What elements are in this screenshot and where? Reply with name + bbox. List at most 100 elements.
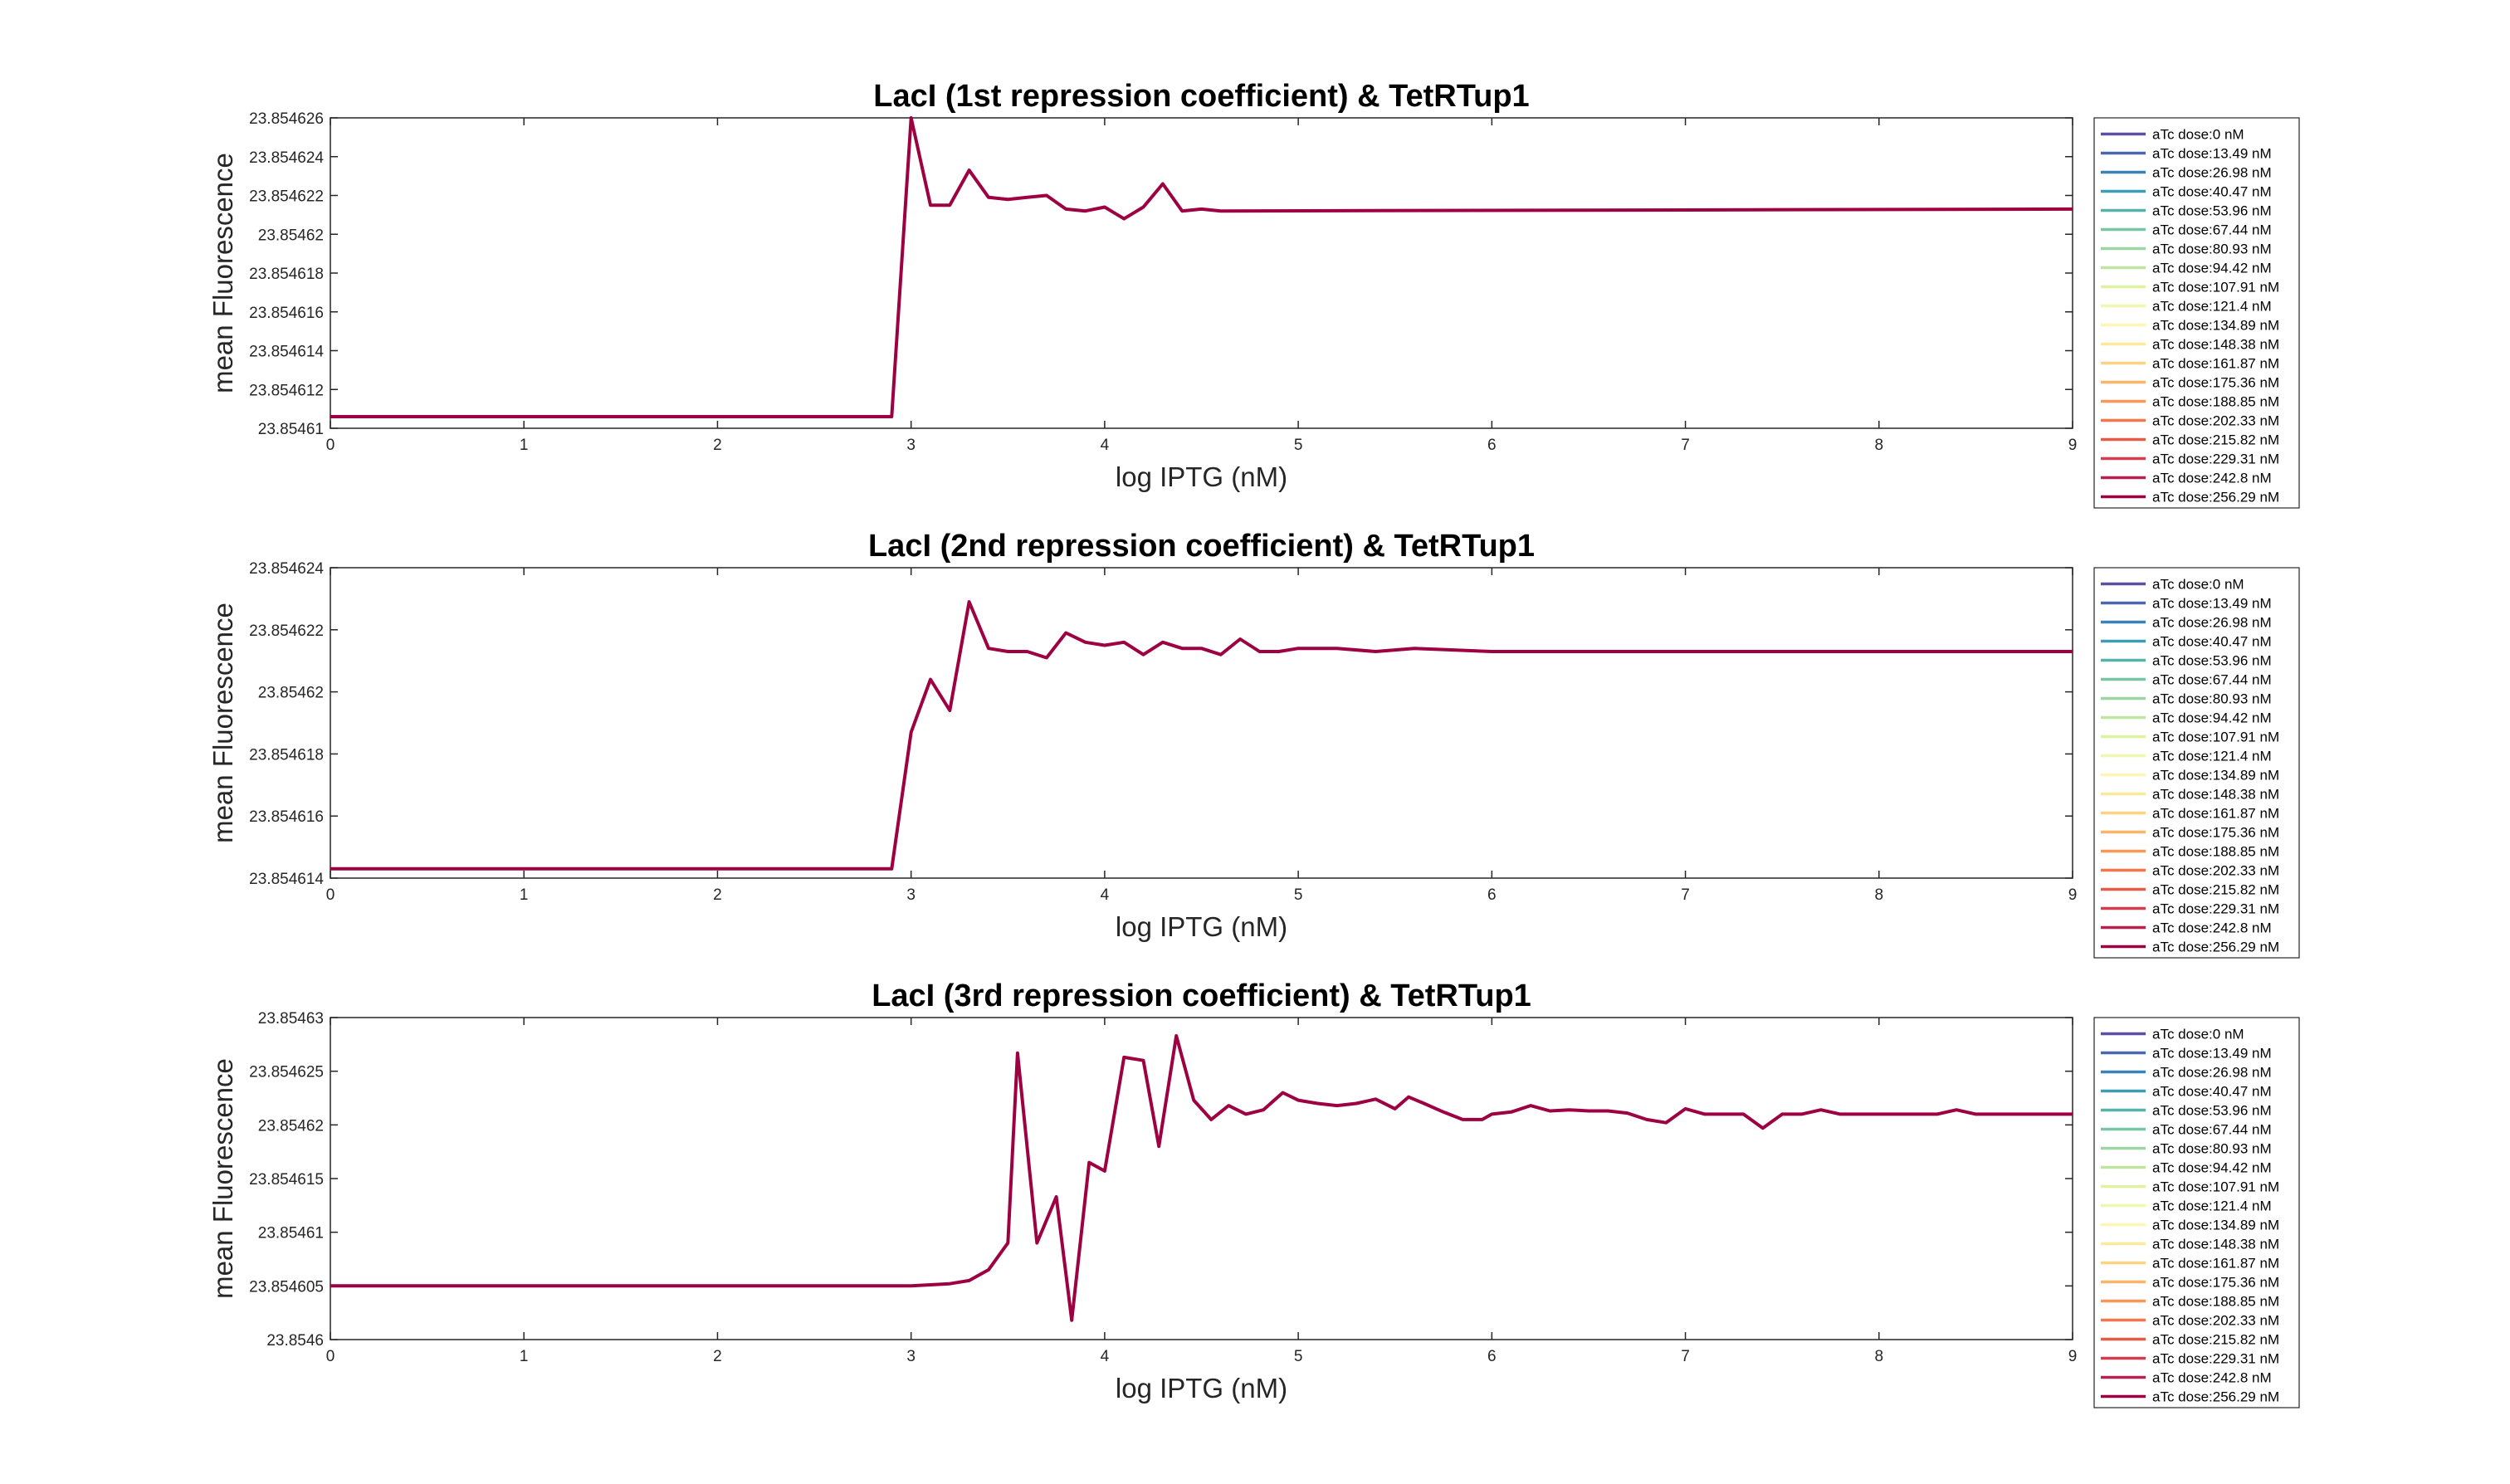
y-tick-label: 23.854614: [249, 344, 324, 361]
legend-box: [2093, 567, 2300, 959]
x-tick-label: 6: [1487, 886, 1497, 904]
legend-entry: aTc dose:40.47 nM: [2152, 184, 2272, 200]
legend-entry: aTc dose:0 nM: [2152, 1027, 2244, 1042]
chart-title: LacI (2nd repression coefficient) & TetR…: [868, 529, 1535, 564]
legend-entry: aTc dose:13.49 nM: [2152, 596, 2272, 612]
legend-entry: aTc dose:242.8 nM: [2152, 920, 2272, 936]
legend-entry: aTc dose:67.44 nM: [2152, 1122, 2272, 1138]
x-tick-label: 4: [1101, 886, 1110, 904]
chart-title: LacI (1st repression coefficient) & TetR…: [873, 79, 1529, 114]
legend-entry: aTc dose:107.91 nM: [2152, 1179, 2279, 1195]
legend-entry: aTc dose:242.8 nM: [2152, 471, 2272, 486]
series-line-256-29: [330, 600, 2073, 871]
x-tick-label: 2: [713, 886, 722, 904]
x-tick-label: 6: [1487, 437, 1497, 454]
legend-entry: aTc dose:0 nM: [2152, 127, 2244, 143]
y-tick-label: 23.854616: [249, 305, 324, 322]
legend-entry: aTc dose:26.98 nM: [2152, 615, 2272, 631]
x-tick-label: 7: [1681, 437, 1690, 454]
y-tick-label: 23.854624: [249, 560, 324, 578]
x-tick-label: 1: [520, 886, 529, 904]
x-tick-label: 9: [2068, 886, 2078, 904]
legend-entry: aTc dose:161.87 nM: [2152, 1256, 2279, 1272]
x-tick-label: 0: [326, 886, 335, 904]
x-tick-label: 3: [906, 886, 916, 904]
y-tick-label: 23.854624: [249, 149, 324, 167]
axes-box: [330, 1017, 2073, 1340]
legend-entry: aTc dose:94.42 nM: [2152, 710, 2272, 726]
legend-entry: aTc dose:40.47 nM: [2152, 634, 2272, 650]
x-tick-label: 8: [1874, 1348, 1883, 1365]
legend: aTc dose:0 nM aTc dose:13.49 nM aTc dose:2…: [2093, 567, 2300, 959]
series-line-256-29: [330, 116, 2073, 418]
x-tick-label: 5: [1294, 886, 1303, 904]
x-tick-label: 1: [520, 437, 529, 454]
y-tick-label: 23.854605: [249, 1278, 324, 1296]
chart-panel-3: LacI (3rd repression coefficient) & TetR…: [208, 979, 2300, 1408]
legend-entry: aTc dose:215.82 nM: [2152, 1332, 2279, 1348]
x-tick-label: 9: [2068, 437, 2078, 454]
y-tick-label: 23.854612: [249, 382, 324, 399]
x-tick-label: 0: [326, 437, 335, 454]
legend-entry: aTc dose:53.96 nM: [2152, 653, 2272, 669]
legend-box: [2093, 117, 2300, 509]
legend-entry: aTc dose:121.4 nM: [2152, 749, 2272, 764]
series-line-256-29: [330, 1034, 2073, 1322]
y-tick-label: 23.854615: [249, 1171, 324, 1189]
x-tick-label: 1: [520, 1348, 529, 1365]
y-tick-label: 23.854614: [249, 871, 324, 888]
x-tick-label: 2: [713, 437, 722, 454]
legend-entry: aTc dose:107.91 nM: [2152, 730, 2279, 745]
legend-entry: aTc dose:188.85 nM: [2152, 394, 2279, 410]
legend: aTc dose:0 nM aTc dose:13.49 nM aTc dose:2…: [2093, 1017, 2300, 1408]
legend-entry: aTc dose:121.4 nM: [2152, 299, 2272, 315]
legend-entry: aTc dose:215.82 nM: [2152, 432, 2279, 448]
y-tick-label: 23.8546: [266, 1332, 324, 1350]
legend-entry: aTc dose:80.93 nM: [2152, 691, 2272, 707]
legend-entry: aTc dose:256.29 nM: [2152, 1389, 2279, 1405]
legend-entry: aTc dose:175.36 nM: [2152, 1275, 2279, 1291]
x-tick-label: 9: [2068, 1348, 2078, 1365]
legend-entry: aTc dose:94.42 nM: [2152, 261, 2272, 276]
x-tick-label: 8: [1874, 886, 1883, 904]
x-tick-label: 2: [713, 1348, 722, 1365]
y-tick-label: 23.854618: [249, 266, 324, 283]
legend-entry: aTc dose:229.31 nM: [2152, 1351, 2279, 1367]
x-axis-label: log IPTG (nM): [1116, 461, 1287, 492]
legend-entry: aTc dose:94.42 nM: [2152, 1160, 2272, 1176]
legend-entry: aTc dose:53.96 nM: [2152, 203, 2272, 219]
x-tick-label: 7: [1681, 886, 1690, 904]
legend-entry: aTc dose:175.36 nM: [2152, 375, 2279, 391]
y-tick-label: 23.854616: [249, 808, 324, 826]
legend-entry: aTc dose:188.85 nM: [2152, 844, 2279, 860]
legend-entry: aTc dose:188.85 nM: [2152, 1294, 2279, 1310]
chart-panel-1: LacI (1st repression coefficient) & TetR…: [208, 79, 2300, 509]
legend-entry: aTc dose:0 nM: [2152, 577, 2244, 593]
x-tick-label: 4: [1101, 437, 1110, 454]
y-tick-label: 23.85462: [258, 685, 324, 702]
legend-entry: aTc dose:202.33 nM: [2152, 1313, 2279, 1329]
x-tick-label: 5: [1294, 437, 1303, 454]
legend-entry: aTc dose:202.33 nM: [2152, 863, 2279, 879]
y-tick-label: 23.85461: [258, 421, 324, 438]
legend-entry: aTc dose:13.49 nM: [2152, 146, 2272, 162]
legend-entry: aTc dose:161.87 nM: [2152, 806, 2279, 822]
legend-entry: aTc dose:148.38 nM: [2152, 1237, 2279, 1252]
legend-entry: aTc dose:121.4 nM: [2152, 1198, 2272, 1214]
chart-panel-2: LacI (2nd repression coefficient) & TetR…: [208, 529, 2300, 959]
legend-entry: aTc dose:175.36 nM: [2152, 825, 2279, 841]
x-tick-label: 3: [906, 1348, 916, 1365]
y-tick-label: 23.85462: [258, 227, 324, 244]
legend-entry: aTc dose:215.82 nM: [2152, 882, 2279, 898]
legend-entry: aTc dose:40.47 nM: [2152, 1084, 2272, 1100]
x-tick-label: 8: [1874, 437, 1883, 454]
legend-entry: aTc dose:53.96 nM: [2152, 1103, 2272, 1119]
legend-entry: aTc dose:67.44 nM: [2152, 222, 2272, 238]
legend-entry: aTc dose:80.93 nM: [2152, 242, 2272, 257]
legend-entry: aTc dose:229.31 nM: [2152, 452, 2279, 467]
legend-entry: aTc dose:26.98 nM: [2152, 165, 2272, 181]
y-tick-label: 23.85463: [258, 1010, 324, 1028]
x-tick-label: 3: [906, 437, 916, 454]
x-tick-label: 7: [1681, 1348, 1690, 1365]
